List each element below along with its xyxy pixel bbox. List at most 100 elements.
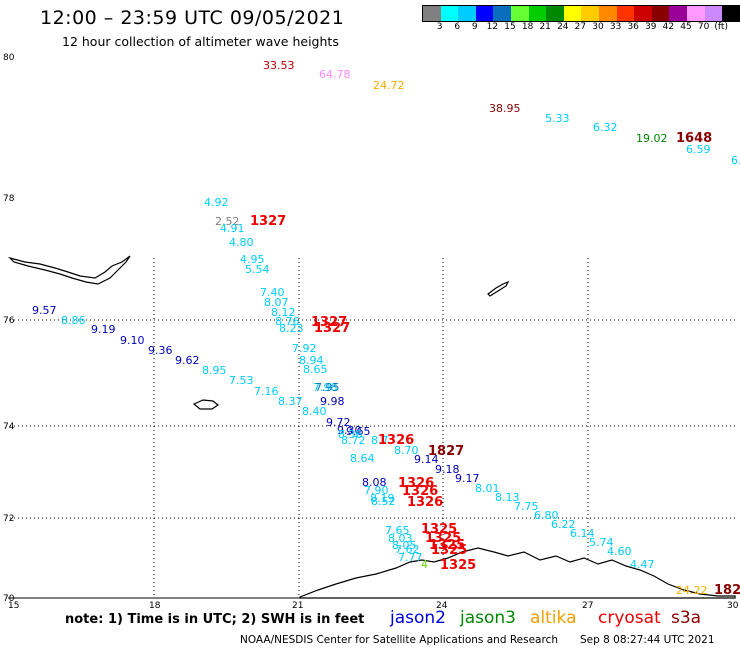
wave-height-label: 64.78 bbox=[319, 68, 351, 81]
wave-height-label: 1648 bbox=[676, 131, 712, 146]
wave-height-label: 1327 bbox=[314, 321, 350, 336]
wave-height-label: 8.40 bbox=[302, 405, 327, 418]
wave-height-label: 7.90 bbox=[364, 484, 389, 497]
wave-height-label: 4.95 bbox=[240, 253, 265, 266]
scale-tick-label: 30 bbox=[592, 22, 604, 32]
scale-tick-label: 36 bbox=[627, 22, 639, 32]
satellite-legend-jason2: jason2 bbox=[390, 608, 446, 628]
satellite-legend-altika: altika bbox=[530, 608, 577, 628]
wave-height-label: 9.57 bbox=[32, 304, 57, 317]
scale-swatch bbox=[704, 6, 723, 21]
longitude-label: 18 bbox=[149, 601, 161, 611]
scale-swatch bbox=[458, 6, 476, 21]
wave-height-label: 7.53 bbox=[229, 374, 254, 387]
wave-height-label: 9.36 bbox=[148, 344, 173, 357]
wave-height-label: 9.65 bbox=[346, 425, 371, 438]
wave-height-label: 33.53 bbox=[263, 59, 295, 72]
bear-island bbox=[192, 399, 220, 410]
scale-swatch bbox=[423, 6, 441, 21]
wave-height-label: 7.95 bbox=[315, 381, 340, 394]
scale-tick-label: 33 bbox=[609, 22, 622, 32]
wave-height-label: 38.95 bbox=[489, 102, 521, 115]
wave-height-label: 6.32 bbox=[593, 121, 618, 134]
wave-height-label: 7.16 bbox=[254, 385, 279, 398]
scale-swatch bbox=[440, 6, 459, 21]
wave-height-label: 9.18 bbox=[435, 463, 460, 476]
generated-timestamp: Sep 8 08:27:44 UTC 2021 bbox=[580, 634, 715, 646]
longitude-label: 15 bbox=[8, 601, 19, 611]
scale-tick-label: 18 bbox=[521, 22, 534, 32]
wave-height-label: 9.98 bbox=[320, 395, 345, 408]
wave-height-label: 1327 bbox=[311, 315, 347, 330]
scale-tick-label: 9 bbox=[471, 22, 478, 32]
color-scale-bar bbox=[422, 5, 740, 22]
wave-height-label: 6.80 bbox=[534, 509, 559, 522]
wave-height-label: 182 bbox=[714, 583, 740, 598]
scale-tick-label: 12 bbox=[486, 22, 499, 32]
wave-height-label: 8.05 bbox=[392, 539, 417, 552]
wave-height-label: 24.22 bbox=[676, 584, 708, 597]
wave-height-label: 8.13 bbox=[495, 491, 520, 504]
scale-swatch bbox=[493, 6, 511, 21]
wave-height-label: 7.75 bbox=[514, 500, 539, 513]
scale-tick-label: 24 bbox=[557, 22, 569, 32]
latitude-label: 74 bbox=[3, 422, 15, 432]
wave-height-label: 1325 bbox=[431, 543, 467, 558]
wave-height-label: 8.95 bbox=[202, 364, 227, 377]
wave-height-label: 1325 bbox=[429, 538, 465, 553]
wave-height-label: 9.10 bbox=[120, 334, 145, 347]
wave-height-label: 4.92 bbox=[204, 196, 229, 209]
wave-height-label: 5.74 bbox=[589, 536, 614, 549]
wave-height-label: 4.91 bbox=[220, 222, 245, 235]
scale-tick-label: 45 bbox=[680, 22, 692, 32]
wave-height-label: 19.02 bbox=[636, 132, 668, 145]
wave-height-label: 1325 bbox=[440, 558, 476, 573]
satellite-legend-cryosat: cryosat bbox=[598, 608, 661, 628]
wave-height-label: 6.22 bbox=[551, 518, 576, 531]
wave-height-label: 8.70 bbox=[394, 444, 419, 457]
scale-swatch bbox=[510, 6, 529, 21]
units-note: note: 1) Time is in UTC; 2) SWH is in fe… bbox=[65, 612, 365, 627]
wave-height-label: 1326 bbox=[398, 476, 434, 491]
wave-height-label: 8.94 bbox=[299, 354, 324, 367]
longitude-label: 30 bbox=[727, 601, 739, 611]
wave-height-label: 4 bbox=[421, 558, 428, 571]
wave-height-label: 8.12 bbox=[271, 306, 296, 319]
wave-height-label: 8.72 bbox=[341, 434, 366, 447]
wave-height-label: 9.30 bbox=[337, 424, 362, 437]
wave-height-label: 1327 bbox=[250, 214, 286, 229]
wave-height-label: 8.37 bbox=[278, 395, 303, 408]
longitude-label: 21 bbox=[292, 601, 303, 611]
wave-height-label: 1326 bbox=[378, 433, 414, 448]
scale-tick-label: 42 bbox=[662, 22, 675, 32]
longitude-label: 24 bbox=[436, 601, 448, 611]
wave-height-label: 7.65 bbox=[385, 524, 410, 537]
wave-height-label: 5.54 bbox=[245, 263, 270, 276]
latitude-label: 78 bbox=[3, 194, 15, 204]
scale-swatch bbox=[528, 6, 547, 21]
wave-height-label: 9.62 bbox=[175, 354, 200, 367]
color-scale-labels: 3 6 9 12 15 18 21 24 27 30 33 36 39 42 45 70 (ft) bbox=[422, 22, 732, 34]
wave-height-label: 8.01 bbox=[475, 482, 500, 495]
wave-height-label: 7.40 bbox=[260, 286, 285, 299]
scale-swatch bbox=[475, 6, 494, 21]
latitude-label: 70 bbox=[3, 594, 15, 604]
wave-height-label: 1827 bbox=[428, 444, 464, 459]
scale-swatch bbox=[581, 6, 599, 21]
wave-height-label: 8.7 bbox=[371, 434, 389, 447]
coastline bbox=[7, 255, 736, 599]
wave-height-label: 9.72 bbox=[326, 416, 351, 429]
scale-tick-label: 39 bbox=[645, 22, 657, 32]
wave-height-label: 8.08 bbox=[362, 476, 387, 489]
wave-height-label: 9.14 bbox=[414, 453, 439, 466]
wave-height-label: 6.14 bbox=[570, 527, 595, 540]
wave-height-label: 7.98 bbox=[313, 381, 338, 394]
wave-height-label: 9.17 bbox=[455, 472, 480, 485]
wave-height-label: 4.60 bbox=[607, 545, 632, 558]
wave-height-label: 7.77 bbox=[398, 551, 423, 564]
scale-swatch bbox=[686, 6, 705, 21]
wave-height-label: 4.80 bbox=[229, 236, 254, 249]
longitude-labels: 15 18 21 24 27 30 bbox=[8, 601, 739, 611]
longitude-label: 27 bbox=[582, 601, 593, 611]
wave-height-label: 8.36 bbox=[338, 428, 363, 441]
